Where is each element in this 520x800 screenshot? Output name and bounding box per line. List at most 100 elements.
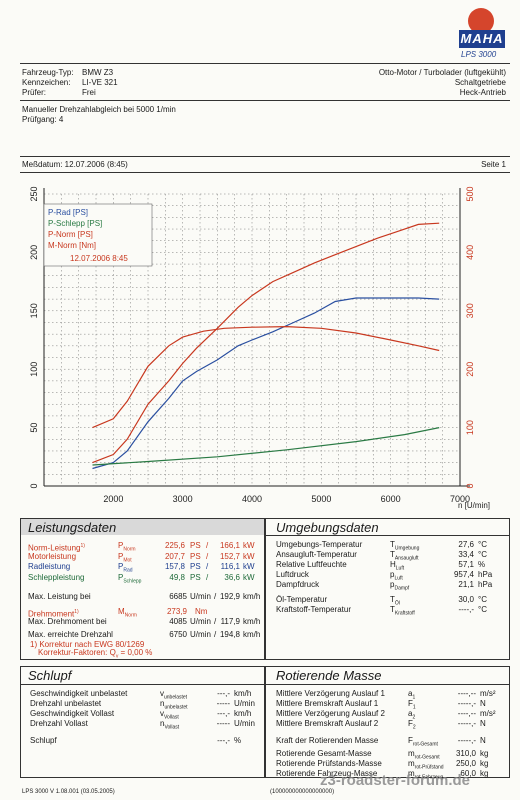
chart-curves [92, 222, 440, 470]
rotierende-row-symbol: Frot-Gesamt [408, 736, 438, 748]
leistung-row-kw-unit: kW [243, 562, 255, 571]
umgebung-row-symbol: HLuft [390, 560, 405, 572]
umgebung-row-symbol: pLuft [390, 570, 403, 582]
rotierende-row-symbol: a1 [408, 689, 416, 701]
max-drehmoment-rpm-unit: U/min [190, 617, 211, 626]
y-left-tick-label: 200 [29, 245, 39, 260]
rotierende-row-symbol: F1 [408, 699, 416, 711]
rotierende-row-label: Mittlere Bremskraft Auslauf 2 [276, 719, 379, 728]
fahrzeug-typ-label: Fahrzeug-Typ: [22, 68, 74, 77]
leistung-row-label: Motorleistung [28, 551, 77, 561]
rotierende-row-symbol: mrot-Fahrzeug [408, 769, 444, 781]
x-tick-label: 2000 [103, 494, 123, 504]
umgebung-row-value: 21,1 [458, 580, 474, 589]
rotierende-row-value: -----,- [457, 736, 476, 745]
umgebung-row-unit: hPa [478, 580, 493, 589]
leistung-row-sep: / [206, 541, 209, 550]
leistung-row-ps: 157,8 [164, 562, 185, 571]
serial-number: (100000000000000000) [270, 789, 335, 795]
y-right-tick-label: 0 [465, 483, 475, 488]
leistung-row-symbol: PMot [118, 551, 132, 564]
x-tick-label: 4000 [242, 494, 262, 504]
schlupf-row-label: Schlupf [30, 736, 57, 745]
rotierende-row-unit: N [480, 719, 486, 728]
x-tick-label: 3000 [173, 494, 193, 504]
rotierende-row-value: -----,- [457, 699, 476, 708]
y-left-tick-label: 50 [29, 423, 39, 433]
leistung-row-ps: 49,8 [169, 572, 185, 582]
software-version: LPS 3000 V 1.08.001 (03.05.2005) [22, 789, 115, 795]
engine-type: Otto-Motor / Turbolader (luftgekühlt) [378, 68, 506, 77]
schlupf-row-value: ----- [216, 699, 230, 708]
rotierende-row-unit: kg [480, 769, 489, 778]
rotierende-row-unit: kg [480, 749, 489, 758]
umgebung-row-label: Dampfdruck [276, 580, 320, 589]
rotierende-row-unit: m/s² [480, 689, 496, 698]
rotierende-row-symbol: mrot-Gesamt [408, 749, 440, 761]
legend-m-norm: M-Norm [Nm] [48, 241, 96, 250]
rotierende-row-unit: m/s² [480, 709, 496, 718]
leistung-row-ps: 207,7 [164, 551, 185, 561]
measurement-date: Meßdatum: 12.07.2006 (8:45) [22, 160, 128, 169]
schlupf-row-symbol: nVollast [160, 719, 180, 731]
leistung-row-symbol: PRad [118, 562, 133, 574]
leistung-row-sep: / [206, 562, 209, 571]
rotierende-masse-title: Rotierende Masse [276, 668, 382, 683]
series-line-0 [92, 297, 440, 470]
leistung-row-kw-unit: kW [243, 541, 255, 550]
x-tick-label: 7000 [450, 494, 470, 504]
rotierende-row-symbol: a2 [408, 709, 416, 721]
rotierende-row-label: Mittlere Verzögerung Auslauf 2 [276, 709, 385, 718]
chart-tick-labels: 2000 3000 4000 5000 6000 7000 0 50 100 150 200 250 0… [29, 186, 475, 504]
umgebung-row-value: 57,1 [458, 560, 474, 569]
leistung-row-sep: / [206, 572, 209, 582]
leistung-row-symbol: PNorm [118, 541, 136, 553]
legend-p-norm: P-Norm [PS] [48, 230, 93, 239]
leistung-row-kw-unit: kW [243, 572, 255, 582]
max-drehzahl-label: Max. erreichte Drehzahl [28, 630, 113, 639]
schlupf-row-symbol: nunbelastet [160, 699, 188, 711]
leistung-row-ps: 225,6 [164, 541, 185, 550]
max-drehzahl-speed: 194,8 [219, 630, 240, 639]
umgebung-row-label: Luftdruck [276, 570, 309, 579]
schlupf-row-value: ---,- [217, 736, 230, 745]
rotierende-row-symbol: mrot-Prüfstand [408, 759, 444, 771]
rotierende-row-unit: N [480, 736, 486, 745]
y-right-tick-label: 100 [465, 420, 475, 435]
leistung-row-label: Norm-Leistung1) [28, 543, 85, 553]
umgebung-row-unit: % [478, 560, 486, 569]
y-right-tick-label: 200 [465, 362, 475, 377]
page-number: Seite 1 [481, 160, 506, 169]
max-drehzahl-rpm-unit: U/min [190, 630, 211, 639]
leistung-row-kw: 116,1 [220, 562, 240, 571]
maha-logo-emblem [468, 8, 494, 34]
rotierende-row-label: Rotierende Prüfstands-Masse [276, 759, 382, 768]
umgebung-row-symbol: TAnsaugluft [390, 550, 419, 562]
max-leistung-sep: / [214, 592, 217, 601]
max-leistung-speed-unit: km/h [243, 592, 261, 601]
x-axis-label: n [U/min] [458, 501, 490, 510]
schlupf-row-unit: U/min [234, 699, 255, 708]
test-mode: Manueller Drehzahlabgleich bei 5000 1/mi… [22, 105, 176, 114]
rotierende-masse-panel [265, 666, 510, 778]
x-tick-label: 5000 [311, 494, 331, 504]
leistung-row-ps-unit: PS [190, 562, 201, 571]
rotierende-row-value: 60,0 [460, 769, 476, 778]
schlupf-row-value: ---,- [217, 709, 230, 718]
umgebung-row-value: 957,4 [453, 570, 474, 579]
y-left-tick-label: 0 [29, 483, 39, 488]
schlupf-row-unit: % [234, 736, 242, 745]
schlupf-row-symbol: vVollast [160, 709, 179, 721]
rotierende-row-unit: kg [480, 759, 489, 768]
umgebung-row-unit: °C [478, 605, 487, 614]
leistung-row-label: Schleppleistung [28, 572, 85, 582]
umgebung-row-value: 33,4 [458, 550, 474, 559]
max-drehmoment-speed: 117,9 [220, 617, 240, 626]
max-drehmoment-rpm: 4085 [169, 617, 187, 626]
power-curve-chart: 2000 3000 4000 5000 6000 7000 0 50 100 150 200 250 0… [29, 186, 490, 510]
leistung-row-ps-unit: PS [190, 541, 201, 550]
y-left-tick-label: 250 [29, 186, 39, 201]
leistung-row-kw: 166,1 [219, 541, 240, 550]
korrektur-note: 1) Korrektur nach EWG 80/1269 [30, 640, 145, 649]
series-line-3 [92, 325, 440, 429]
